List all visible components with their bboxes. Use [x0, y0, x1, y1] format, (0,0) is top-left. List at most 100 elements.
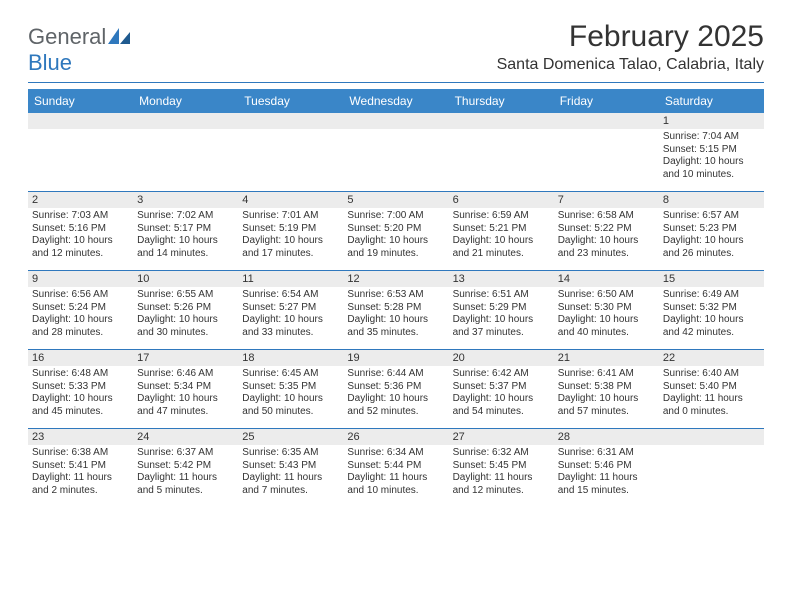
- sunrise-text: Sunrise: 6:32 AM: [453, 447, 550, 460]
- day-details: Sunrise: 6:44 AMSunset: 5:36 PMDaylight:…: [343, 366, 448, 422]
- sunset-text: Sunset: 5:41 PM: [32, 460, 129, 473]
- day-cell: 13Sunrise: 6:51 AMSunset: 5:29 PMDayligh…: [449, 271, 554, 349]
- day-cell: [554, 113, 659, 191]
- daylight-text: Daylight: 11 hours and 15 minutes.: [558, 472, 655, 497]
- sunrise-text: Sunrise: 7:03 AM: [32, 210, 129, 223]
- day-cell: [28, 113, 133, 191]
- daylight-text: Daylight: 10 hours and 47 minutes.: [137, 393, 234, 418]
- day-number: [28, 113, 133, 129]
- day-details: Sunrise: 6:50 AMSunset: 5:30 PMDaylight:…: [554, 287, 659, 343]
- day-number: 7: [554, 192, 659, 208]
- day-details: Sunrise: 6:53 AMSunset: 5:28 PMDaylight:…: [343, 287, 448, 343]
- day-number: [554, 113, 659, 129]
- day-number: 20: [449, 350, 554, 366]
- day-cell: [133, 113, 238, 191]
- sunrise-text: Sunrise: 6:34 AM: [347, 447, 444, 460]
- sunrise-text: Sunrise: 6:50 AM: [558, 289, 655, 302]
- day-details: Sunrise: 6:55 AMSunset: 5:26 PMDaylight:…: [133, 287, 238, 343]
- day-details: Sunrise: 6:57 AMSunset: 5:23 PMDaylight:…: [659, 208, 764, 264]
- day-details: Sunrise: 7:03 AMSunset: 5:16 PMDaylight:…: [28, 208, 133, 264]
- daylight-text: Daylight: 10 hours and 57 minutes.: [558, 393, 655, 418]
- sunset-text: Sunset: 5:20 PM: [347, 223, 444, 236]
- day-cell: 27Sunrise: 6:32 AMSunset: 5:45 PMDayligh…: [449, 429, 554, 507]
- day-details: Sunrise: 6:58 AMSunset: 5:22 PMDaylight:…: [554, 208, 659, 264]
- day-number: 15: [659, 271, 764, 287]
- logo: General Blue: [28, 24, 130, 76]
- day-cell: 12Sunrise: 6:53 AMSunset: 5:28 PMDayligh…: [343, 271, 448, 349]
- day-cell: 21Sunrise: 6:41 AMSunset: 5:38 PMDayligh…: [554, 350, 659, 428]
- sunrise-text: Sunrise: 6:58 AM: [558, 210, 655, 223]
- sunset-text: Sunset: 5:30 PM: [558, 302, 655, 315]
- sunrise-text: Sunrise: 6:42 AM: [453, 368, 550, 381]
- sunset-text: Sunset: 5:46 PM: [558, 460, 655, 473]
- day-cell: 25Sunrise: 6:35 AMSunset: 5:43 PMDayligh…: [238, 429, 343, 507]
- day-details: Sunrise: 6:59 AMSunset: 5:21 PMDaylight:…: [449, 208, 554, 264]
- sunrise-text: Sunrise: 6:40 AM: [663, 368, 760, 381]
- day-number: 19: [343, 350, 448, 366]
- week-row: 9Sunrise: 6:56 AMSunset: 5:24 PMDaylight…: [28, 270, 764, 349]
- day-header: Monday: [133, 89, 238, 113]
- location-text: Santa Domenica Talao, Calabria, Italy: [497, 56, 764, 74]
- day-details: Sunrise: 6:51 AMSunset: 5:29 PMDaylight:…: [449, 287, 554, 343]
- daylight-text: Daylight: 10 hours and 45 minutes.: [32, 393, 129, 418]
- day-details: Sunrise: 6:41 AMSunset: 5:38 PMDaylight:…: [554, 366, 659, 422]
- sunset-text: Sunset: 5:21 PM: [453, 223, 550, 236]
- sunset-text: Sunset: 5:23 PM: [663, 223, 760, 236]
- sunset-text: Sunset: 5:19 PM: [242, 223, 339, 236]
- logo-text-general: General: [28, 24, 106, 49]
- sunset-text: Sunset: 5:24 PM: [32, 302, 129, 315]
- sunrise-text: Sunrise: 6:38 AM: [32, 447, 129, 460]
- sunset-text: Sunset: 5:45 PM: [453, 460, 550, 473]
- title-block: February 2025 Santa Domenica Talao, Cala…: [497, 20, 764, 74]
- sunrise-text: Sunrise: 6:54 AM: [242, 289, 339, 302]
- day-cell: 7Sunrise: 6:58 AMSunset: 5:22 PMDaylight…: [554, 192, 659, 270]
- day-cell: 11Sunrise: 6:54 AMSunset: 5:27 PMDayligh…: [238, 271, 343, 349]
- day-details: Sunrise: 6:32 AMSunset: 5:45 PMDaylight:…: [449, 445, 554, 501]
- daylight-text: Daylight: 10 hours and 52 minutes.: [347, 393, 444, 418]
- day-number: 5: [343, 192, 448, 208]
- sunset-text: Sunset: 5:27 PM: [242, 302, 339, 315]
- sunset-text: Sunset: 5:32 PM: [663, 302, 760, 315]
- page-title: February 2025: [497, 20, 764, 54]
- day-number: 23: [28, 429, 133, 445]
- day-header: Saturday: [659, 89, 764, 113]
- day-number: 1: [659, 113, 764, 129]
- day-details: Sunrise: 6:34 AMSunset: 5:44 PMDaylight:…: [343, 445, 448, 501]
- day-number: [449, 113, 554, 129]
- logo-text-blue: Blue: [28, 50, 72, 75]
- day-number: 28: [554, 429, 659, 445]
- day-number: 6: [449, 192, 554, 208]
- day-number: 9: [28, 271, 133, 287]
- daylight-text: Daylight: 10 hours and 37 minutes.: [453, 314, 550, 339]
- day-number: 14: [554, 271, 659, 287]
- sunset-text: Sunset: 5:43 PM: [242, 460, 339, 473]
- day-cell: 16Sunrise: 6:48 AMSunset: 5:33 PMDayligh…: [28, 350, 133, 428]
- day-cell: 24Sunrise: 6:37 AMSunset: 5:42 PMDayligh…: [133, 429, 238, 507]
- logo-sail-icon: [108, 31, 130, 48]
- daylight-text: Daylight: 11 hours and 2 minutes.: [32, 472, 129, 497]
- daylight-text: Daylight: 11 hours and 12 minutes.: [453, 472, 550, 497]
- daylight-text: Daylight: 10 hours and 19 minutes.: [347, 235, 444, 260]
- day-number: 25: [238, 429, 343, 445]
- day-header: Thursday: [449, 89, 554, 113]
- day-number: 12: [343, 271, 448, 287]
- sunrise-text: Sunrise: 6:31 AM: [558, 447, 655, 460]
- daylight-text: Daylight: 10 hours and 17 minutes.: [242, 235, 339, 260]
- week-row: 2Sunrise: 7:03 AMSunset: 5:16 PMDaylight…: [28, 191, 764, 270]
- daylight-text: Daylight: 10 hours and 10 minutes.: [663, 156, 760, 181]
- day-cell: 1Sunrise: 7:04 AMSunset: 5:15 PMDaylight…: [659, 113, 764, 191]
- sunset-text: Sunset: 5:34 PM: [137, 381, 234, 394]
- day-details: Sunrise: 7:04 AMSunset: 5:15 PMDaylight:…: [659, 129, 764, 185]
- day-cell: 2Sunrise: 7:03 AMSunset: 5:16 PMDaylight…: [28, 192, 133, 270]
- day-details: Sunrise: 7:02 AMSunset: 5:17 PMDaylight:…: [133, 208, 238, 264]
- day-cell: [659, 429, 764, 507]
- sunrise-text: Sunrise: 6:59 AM: [453, 210, 550, 223]
- day-number: 22: [659, 350, 764, 366]
- day-details: Sunrise: 6:37 AMSunset: 5:42 PMDaylight:…: [133, 445, 238, 501]
- daylight-text: Daylight: 10 hours and 40 minutes.: [558, 314, 655, 339]
- day-header-row: Sunday Monday Tuesday Wednesday Thursday…: [28, 89, 764, 113]
- day-number: 27: [449, 429, 554, 445]
- day-number: 4: [238, 192, 343, 208]
- day-cell: 3Sunrise: 7:02 AMSunset: 5:17 PMDaylight…: [133, 192, 238, 270]
- day-cell: 14Sunrise: 6:50 AMSunset: 5:30 PMDayligh…: [554, 271, 659, 349]
